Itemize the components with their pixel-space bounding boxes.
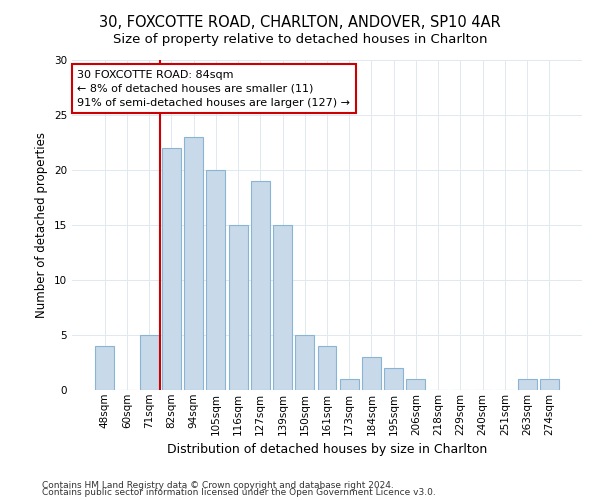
Bar [518, 379, 536, 390]
Bar [95, 346, 114, 390]
Bar [162, 148, 181, 390]
Bar [206, 170, 225, 390]
Text: Contains public sector information licensed under the Open Government Licence v3: Contains public sector information licen… [42, 488, 436, 497]
Bar [295, 335, 314, 390]
Bar [317, 346, 337, 390]
Bar [229, 225, 248, 390]
X-axis label: Distribution of detached houses by size in Charlton: Distribution of detached houses by size … [167, 443, 487, 456]
Bar [384, 368, 403, 390]
Bar [251, 181, 270, 390]
Bar [340, 379, 359, 390]
Bar [273, 225, 292, 390]
Bar [362, 357, 381, 390]
Bar [140, 335, 158, 390]
Bar [540, 379, 559, 390]
Bar [184, 137, 203, 390]
Text: 30, FOXCOTTE ROAD, CHARLTON, ANDOVER, SP10 4AR: 30, FOXCOTTE ROAD, CHARLTON, ANDOVER, SP… [99, 15, 501, 30]
Text: 30 FOXCOTTE ROAD: 84sqm
← 8% of detached houses are smaller (11)
91% of semi-det: 30 FOXCOTTE ROAD: 84sqm ← 8% of detached… [77, 70, 350, 108]
Bar [406, 379, 425, 390]
Y-axis label: Number of detached properties: Number of detached properties [35, 132, 49, 318]
Text: Contains HM Land Registry data © Crown copyright and database right 2024.: Contains HM Land Registry data © Crown c… [42, 480, 394, 490]
Text: Size of property relative to detached houses in Charlton: Size of property relative to detached ho… [113, 32, 487, 46]
